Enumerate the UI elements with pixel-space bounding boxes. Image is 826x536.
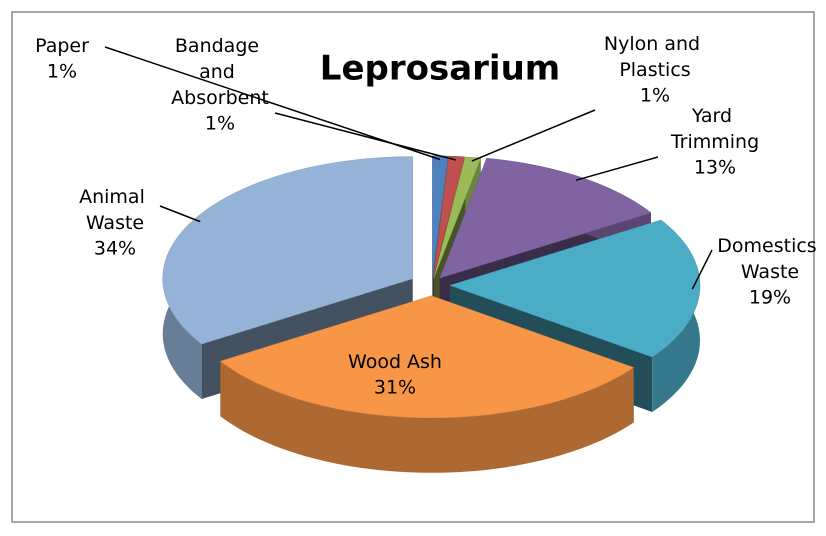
leader-line: [274, 112, 457, 161]
value-label: 1%: [205, 113, 235, 135]
value-label: 31%: [374, 377, 416, 399]
slice: [432, 155, 465, 278]
slice: [162, 156, 413, 345]
slice: [433, 156, 482, 278]
slice-wall: [220, 361, 634, 473]
leader-line: [159, 205, 201, 223]
leader-line: [691, 249, 713, 290]
leader-line: [471, 109, 596, 162]
chart-title: Leprosarium: [320, 49, 560, 89]
category-label: Animal Waste: [79, 186, 151, 234]
category-label: Paper: [35, 35, 89, 57]
slice: [439, 157, 652, 279]
category-label: Yard Trimming: [670, 105, 759, 153]
slice: [449, 219, 701, 358]
value-label: 1%: [47, 61, 77, 83]
category-label: Nylon and Plastics: [604, 33, 706, 81]
value-label: 1%: [640, 85, 670, 107]
category-label: Domestics Waste: [717, 235, 822, 283]
value-label: 19%: [749, 287, 791, 309]
category-label: Wood Ash: [348, 351, 442, 373]
slice: [219, 295, 635, 419]
value-label: 13%: [694, 157, 736, 179]
leader-line: [575, 156, 659, 181]
value-label: 34%: [94, 238, 136, 260]
category-label: Bandage and Absorbent: [171, 35, 269, 109]
